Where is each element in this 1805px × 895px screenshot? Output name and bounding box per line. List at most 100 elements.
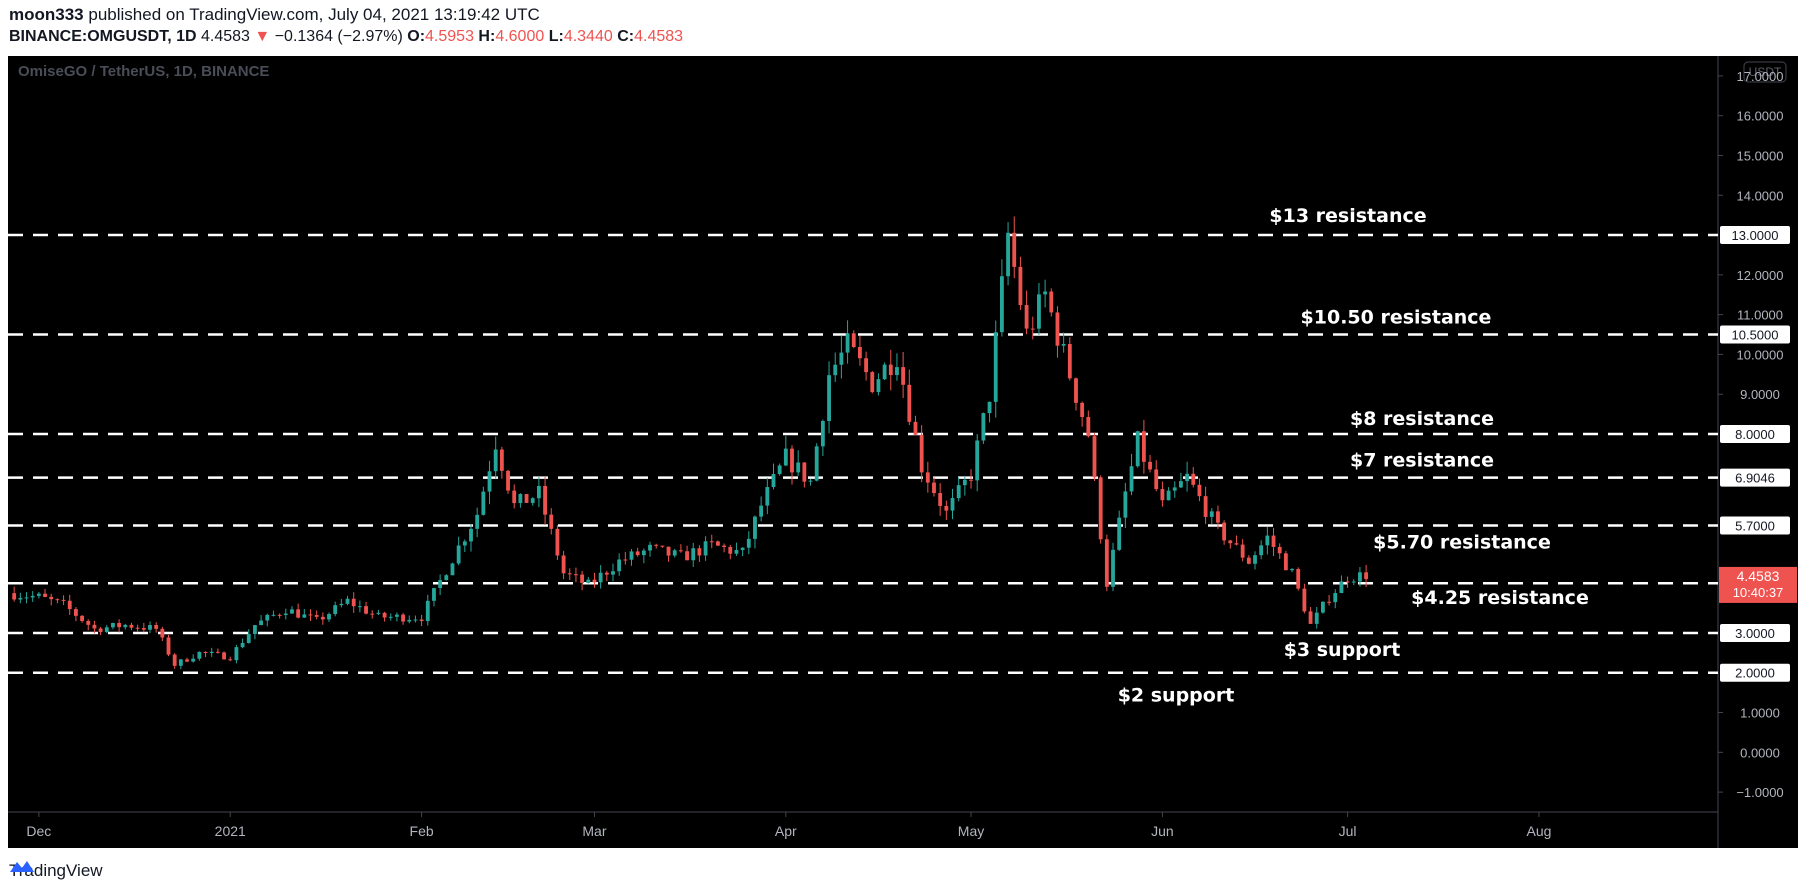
candle-body bbox=[950, 498, 955, 511]
candle-body bbox=[1277, 546, 1282, 554]
candle-body bbox=[753, 516, 757, 539]
candle-body bbox=[271, 614, 276, 616]
candle-body bbox=[117, 622, 122, 628]
candle-body bbox=[24, 597, 29, 599]
candle-body bbox=[370, 613, 375, 615]
candle-body bbox=[1123, 491, 1128, 518]
symbol: BINANCE:OMGUSDT, 1D bbox=[9, 28, 197, 45]
candle-body bbox=[1240, 544, 1245, 558]
level-price-badge bbox=[1720, 325, 1790, 344]
level-price-badge bbox=[1720, 623, 1790, 642]
candle-body bbox=[919, 434, 924, 473]
candle-body bbox=[746, 538, 751, 548]
time-axis-label: Aug bbox=[1527, 823, 1552, 839]
candle-body bbox=[740, 547, 745, 550]
candle-body bbox=[1234, 543, 1239, 545]
candle-body bbox=[876, 379, 881, 393]
candle-body bbox=[382, 612, 387, 618]
candle-body bbox=[629, 551, 634, 560]
candle-body bbox=[123, 624, 128, 628]
candles bbox=[12, 216, 1369, 670]
candle-body bbox=[185, 659, 189, 662]
tradingview-logo-icon[interactable] bbox=[9, 858, 35, 874]
candle-body bbox=[1179, 481, 1183, 488]
candle-body bbox=[895, 367, 899, 376]
candle-body bbox=[975, 440, 980, 481]
candle-body bbox=[648, 544, 652, 551]
time-axis-label: Jun bbox=[1151, 823, 1174, 839]
footer-brand[interactable]: TradingView bbox=[9, 861, 103, 880]
candle-body bbox=[1271, 535, 1276, 547]
level-annotation: $2 support bbox=[1118, 685, 1235, 707]
candle-body bbox=[728, 546, 733, 554]
level-annotation: $7 resistance bbox=[1350, 450, 1494, 472]
level-price-label: 2.0000 bbox=[1735, 666, 1775, 681]
candle-body bbox=[888, 364, 893, 376]
level-price-label: 3.0000 bbox=[1735, 626, 1775, 641]
candle-body bbox=[617, 559, 622, 572]
level-annotation: $10.50 resistance bbox=[1301, 307, 1492, 329]
candle-body bbox=[820, 421, 825, 447]
price-axis-label: 12.0000 bbox=[1737, 268, 1784, 283]
price-axis-label: 15.0000 bbox=[1737, 148, 1784, 163]
candle-body bbox=[364, 606, 368, 614]
price-axis-label: 10.0000 bbox=[1737, 347, 1784, 362]
candle-body bbox=[734, 549, 739, 554]
candle-body bbox=[993, 332, 998, 402]
candle-body bbox=[518, 494, 523, 504]
candle-body bbox=[1296, 568, 1301, 589]
ohlc-legend: BINANCE:OMGUSDT, 1D 4.4583 ▼ −0.1364 (−2… bbox=[9, 28, 683, 46]
candle-body bbox=[469, 528, 473, 542]
chart-area[interactable]: OmiseGO / TetherUS, 1D, BINANCE USDT 13.… bbox=[8, 56, 1798, 848]
candle-body bbox=[932, 482, 936, 494]
candle-body bbox=[512, 490, 517, 504]
candle-body bbox=[530, 498, 535, 503]
candle-body bbox=[1253, 555, 1257, 564]
candle-body bbox=[1055, 312, 1060, 346]
candle-body bbox=[1080, 402, 1085, 418]
candle-body bbox=[691, 548, 696, 561]
price-chart[interactable]: OmiseGO / TetherUS, 1D, BINANCE USDT 13.… bbox=[8, 56, 1798, 848]
currency-badge[interactable] bbox=[1743, 61, 1787, 83]
publish-date: published on TradingView.com, July 04, 2… bbox=[88, 5, 540, 24]
candle-body bbox=[104, 627, 109, 633]
level-price-badge bbox=[1720, 226, 1790, 245]
candle-body bbox=[771, 474, 776, 488]
candle-body bbox=[1037, 294, 1041, 329]
candle-body bbox=[635, 551, 640, 556]
candle-body bbox=[209, 651, 214, 653]
candle-body bbox=[845, 333, 850, 353]
candle-body bbox=[1049, 291, 1054, 313]
candle-body bbox=[561, 555, 566, 574]
price-axis-label: 9.0000 bbox=[1740, 387, 1780, 402]
candle-body bbox=[1209, 511, 1214, 517]
candle-body bbox=[901, 367, 906, 385]
candle-body bbox=[1345, 581, 1350, 583]
candle-body bbox=[1092, 436, 1097, 478]
level-price-badge bbox=[1720, 468, 1790, 487]
candle-body bbox=[1283, 553, 1288, 571]
candle-body bbox=[1339, 581, 1344, 594]
time-axis[interactable]: Dec 2021 Feb Mar Apr May Jun Jul Aug bbox=[26, 812, 1551, 839]
candle-body bbox=[228, 659, 233, 661]
candle-body bbox=[432, 588, 436, 601]
author-name[interactable]: moon333 bbox=[9, 5, 84, 24]
candle-body bbox=[1327, 601, 1331, 603]
candle-body bbox=[1197, 484, 1202, 497]
candle-body bbox=[67, 600, 72, 610]
candle-body bbox=[814, 446, 819, 481]
candle-body bbox=[580, 574, 585, 583]
price-axis[interactable]: −1.0000 0.0000 1.0000 9.0000 10.0000 11.0000 1… bbox=[1718, 69, 1784, 800]
level-price-label: 6.9046 bbox=[1735, 471, 1775, 486]
candle-body bbox=[586, 579, 591, 583]
candle-body bbox=[1308, 611, 1313, 624]
price-axis-label: 11.0000 bbox=[1737, 308, 1783, 323]
candle-body bbox=[283, 613, 288, 615]
candle-body bbox=[765, 487, 770, 506]
time-axis-label: 2021 bbox=[215, 823, 246, 839]
candle-body bbox=[524, 494, 529, 503]
candle-body bbox=[12, 593, 17, 600]
high-value: 4.6000 bbox=[495, 28, 545, 45]
level-annotation: $5.70 resistance bbox=[1373, 532, 1551, 554]
candle-body bbox=[357, 606, 362, 608]
